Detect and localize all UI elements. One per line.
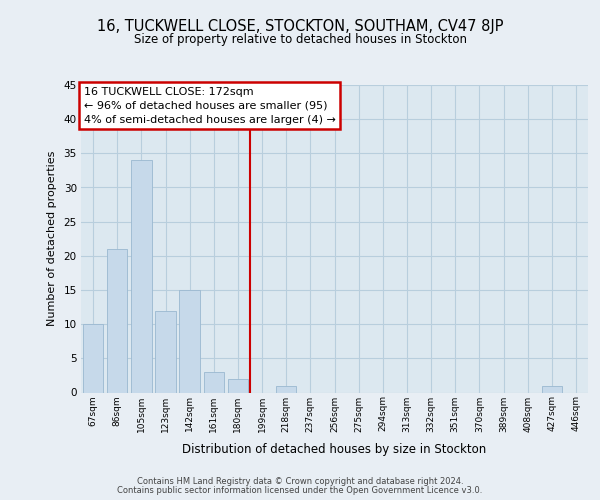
- Bar: [107, 249, 127, 392]
- Bar: [155, 310, 176, 392]
- Bar: [83, 324, 103, 392]
- Bar: [276, 386, 296, 392]
- Bar: [203, 372, 224, 392]
- Bar: [131, 160, 152, 392]
- Text: 16 TUCKWELL CLOSE: 172sqm
← 96% of detached houses are smaller (95)
4% of semi-d: 16 TUCKWELL CLOSE: 172sqm ← 96% of detac…: [83, 86, 335, 124]
- Text: Size of property relative to detached houses in Stockton: Size of property relative to detached ho…: [133, 34, 467, 46]
- Y-axis label: Number of detached properties: Number of detached properties: [47, 151, 56, 326]
- Bar: [179, 290, 200, 392]
- Bar: [542, 386, 562, 392]
- Text: 16, TUCKWELL CLOSE, STOCKTON, SOUTHAM, CV47 8JP: 16, TUCKWELL CLOSE, STOCKTON, SOUTHAM, C…: [97, 19, 503, 34]
- Text: Contains HM Land Registry data © Crown copyright and database right 2024.: Contains HM Land Registry data © Crown c…: [137, 477, 463, 486]
- Bar: [227, 379, 248, 392]
- Text: Contains public sector information licensed under the Open Government Licence v3: Contains public sector information licen…: [118, 486, 482, 495]
- X-axis label: Distribution of detached houses by size in Stockton: Distribution of detached houses by size …: [182, 443, 487, 456]
